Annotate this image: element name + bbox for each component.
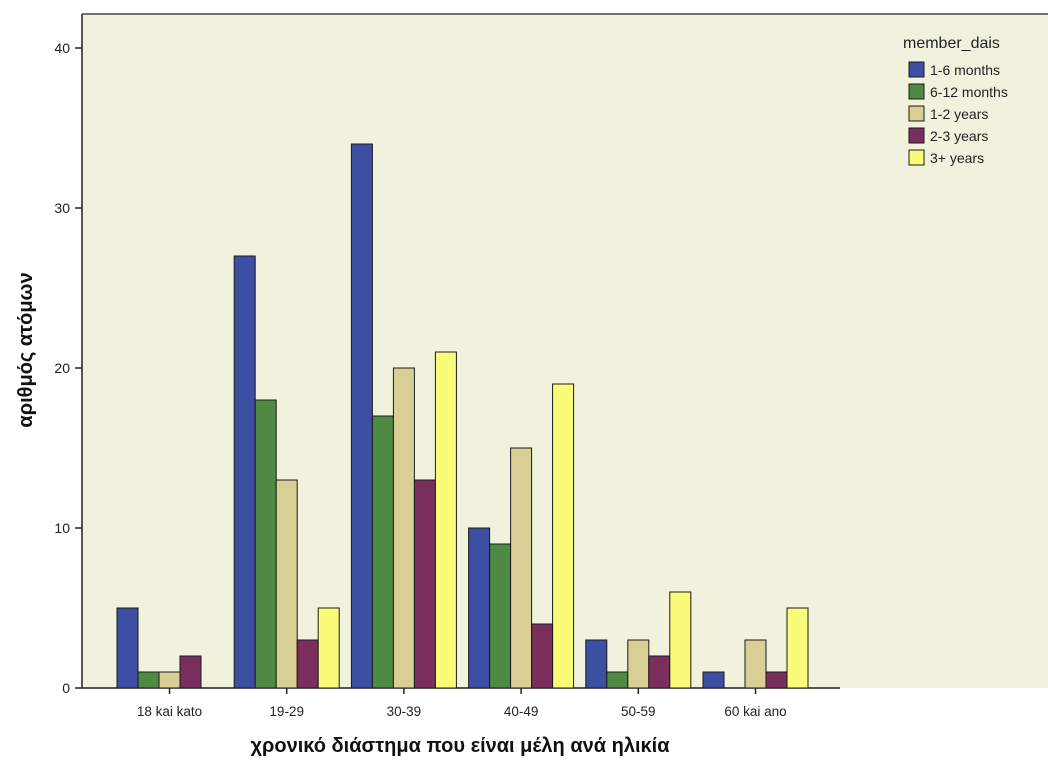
bar-1-2-years-5 <box>744 639 767 689</box>
bar-1-6-months-3 <box>468 527 491 689</box>
bar-1-6-months-1 <box>233 255 256 689</box>
legend-label: 2-3 years <box>930 128 988 144</box>
bar-2-3-years-5 <box>765 671 788 689</box>
bar-1-2-years-0 <box>158 671 181 689</box>
x-axis-ticks: 18 kai kato 19-29 30-39 40-49 50-59 60 kai an… <box>137 688 787 719</box>
bar-1-2-years-3 <box>510 447 533 689</box>
legend-title: member_dais <box>903 35 1000 52</box>
y-tick-label: 20 <box>54 360 70 376</box>
bar-1-6-months-4 <box>585 639 608 689</box>
legend-label: 3+ years <box>930 150 984 166</box>
bar-6-12-months-3 <box>489 543 512 689</box>
legend-label: 6-12 months <box>930 84 1008 100</box>
bar-3-years-2 <box>434 351 457 689</box>
bars-group <box>116 143 809 689</box>
y-tick-label: 30 <box>54 200 70 216</box>
bar-2-3-years-3 <box>531 623 554 689</box>
bar-2-3-years-4 <box>648 655 671 689</box>
bar-6-12-months-4 <box>606 671 629 689</box>
x-tick-label: 30-39 <box>387 704 422 719</box>
bar-3-years-3 <box>552 383 575 689</box>
bar-1-6-months-5 <box>702 671 725 689</box>
y-axis-ticks: 0 10 20 30 40 <box>54 40 82 696</box>
bar-3-years-1 <box>317 607 340 689</box>
legend-label: 1-2 years <box>930 106 988 122</box>
x-tick-label: 19-29 <box>269 704 304 719</box>
bar-2-3-years-0 <box>179 655 202 689</box>
bar-3-years-4 <box>669 591 692 689</box>
y-axis-title: αριθμός ατόμων <box>15 272 37 427</box>
bar-1-6-months-0 <box>116 607 139 689</box>
bar-3-years-5 <box>786 607 809 689</box>
legend-swatch <box>908 127 925 144</box>
bar-1-2-years-1 <box>275 479 298 689</box>
x-tick-label: 40-49 <box>504 704 539 719</box>
x-tick-label: 60 kai ano <box>724 704 786 719</box>
bar-2-3-years-1 <box>296 639 319 689</box>
bar-1-2-years-4 <box>627 639 650 689</box>
legend-swatch <box>908 105 925 122</box>
bar-1-2-years-2 <box>392 367 415 689</box>
bar-6-12-months-1 <box>254 399 277 689</box>
legend-label: 1-6 months <box>930 62 1000 78</box>
x-tick-label: 18 kai kato <box>137 704 202 719</box>
legend-swatch <box>908 61 925 78</box>
bar-2-3-years-2 <box>413 479 436 689</box>
x-tick-label: 50-59 <box>621 704 656 719</box>
bar-6-12-months-2 <box>371 415 394 689</box>
legend: member_dais 1-6 months 6-12 months 1-2 yea… <box>903 35 1008 166</box>
legend-swatch <box>908 83 925 100</box>
x-axis-title: χρονικό διάστημα που είναι μέλη ανά ηλικ… <box>250 735 670 757</box>
y-tick-label: 10 <box>54 520 70 536</box>
legend-swatch <box>908 149 925 166</box>
bar-6-12-months-0 <box>137 671 160 689</box>
y-tick-label: 0 <box>62 680 70 696</box>
bar-1-6-months-2 <box>350 143 373 689</box>
y-tick-label: 40 <box>54 40 70 56</box>
